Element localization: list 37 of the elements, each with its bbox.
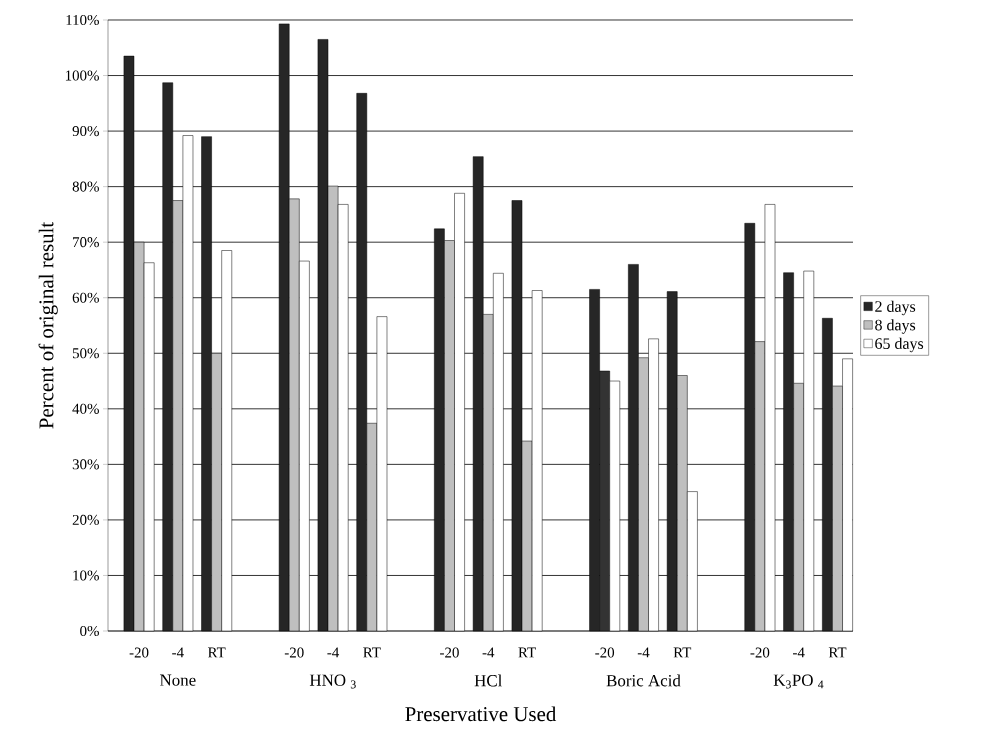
x-axis-title: Preservative Used	[405, 706, 557, 722]
y-tick-label: 70%	[73, 237, 99, 248]
x-tick-label: -20	[129, 647, 149, 658]
y-tick-label: 50%	[72, 348, 99, 359]
x-tick-label: RT	[518, 647, 536, 658]
text: Boric Acid	[606, 674, 681, 687]
legend-label: 8 days	[875, 319, 916, 334]
legend-label: 2 days	[875, 300, 916, 316]
x-tick-label: RT	[673, 647, 692, 658]
y-tick-label: 100%	[65, 70, 99, 81]
y-tick-label: 90%	[72, 126, 99, 137]
y-tick-label: 110%	[66, 14, 99, 26]
x-tick-label: -4	[637, 647, 650, 658]
y-axis-title: Percent of original result	[38, 221, 58, 429]
y-tick-label: 80%	[72, 181, 99, 192]
y-tick-label: 0%	[80, 625, 99, 637]
x-tick-label: RT	[363, 647, 381, 658]
text: HNO $_{3}$	[309, 674, 356, 689]
x-tick-label: -4	[172, 647, 184, 658]
legend-label: 65 days	[875, 337, 924, 353]
text: HCl	[474, 674, 503, 687]
y-tick-label: 40%	[72, 403, 99, 414]
x-tick-label: -4	[327, 647, 340, 658]
y-tick-label: 20%	[72, 514, 99, 525]
x-tick-label: -4	[793, 647, 805, 658]
x-tick-label: RT	[828, 647, 847, 658]
x-tick-label: -20	[440, 647, 459, 658]
x-tick-label: RT	[207, 647, 226, 658]
x-tick-label: -4	[482, 647, 495, 658]
y-tick-label: 30%	[72, 459, 99, 470]
y-tick-label: 10%	[73, 570, 99, 581]
x-tick-label: -20	[750, 647, 770, 658]
x-tick-label: -20	[284, 647, 304, 658]
text: None	[159, 674, 196, 686]
y-tick-label: 60%	[72, 292, 99, 303]
x-tick-label: -20	[595, 647, 615, 658]
text: K$_{3}$PO $_{4}$	[773, 674, 824, 689]
